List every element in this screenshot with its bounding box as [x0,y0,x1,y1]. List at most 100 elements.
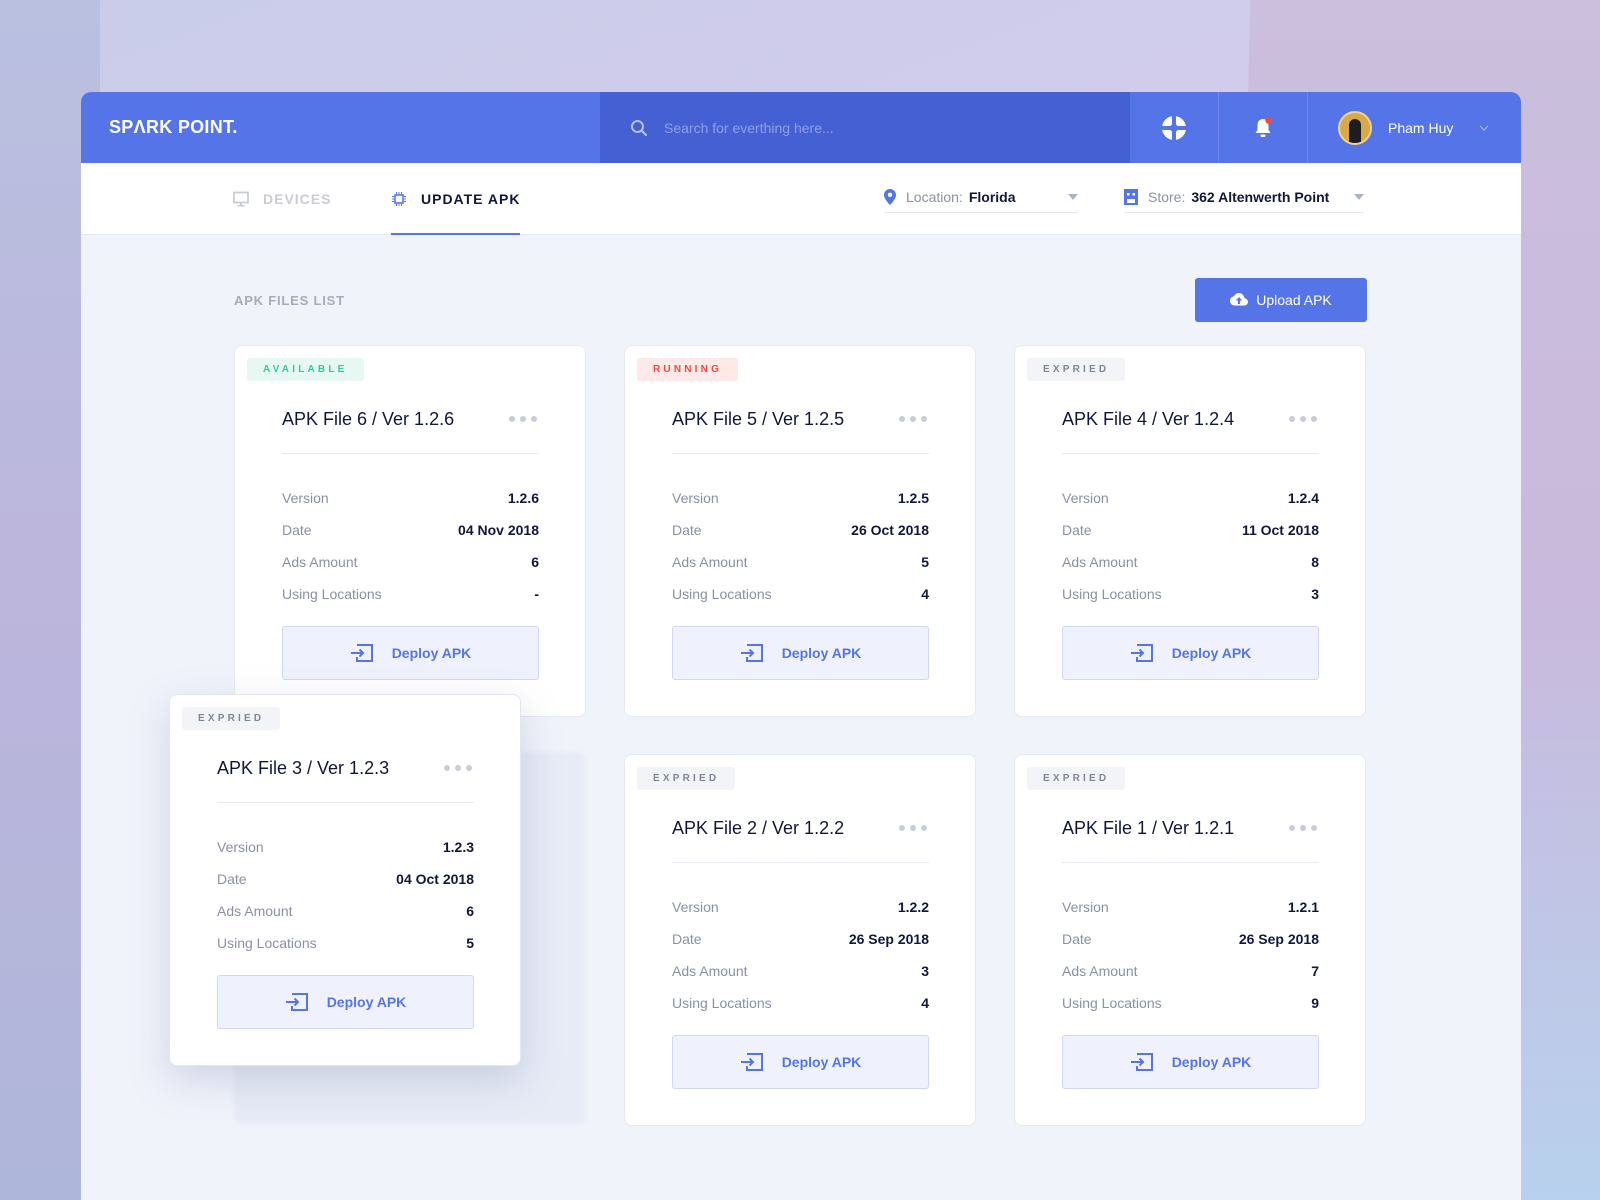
card-title: APK File 1 / Ver 1.2.1 [1062,818,1235,838]
deploy-icon [740,1053,763,1071]
deploy-apk-label: Deploy APK [326,994,407,1010]
version-label: Version [217,839,264,855]
upload-apk-button[interactable]: Upload APK [1195,278,1367,322]
date-label: Date [1062,522,1092,538]
ads-value: 6 [466,903,474,919]
divider [1062,453,1319,454]
status-badge: EXPRIED [182,707,281,730]
notifications-button[interactable] [1219,92,1308,163]
more-options-button[interactable] [899,412,927,426]
more-options-button[interactable] [509,412,537,426]
version-value: 1.2.1 [1287,899,1319,915]
version-value: 1.2.5 [897,490,929,506]
version-row: Version 1.2.1 [1062,891,1319,923]
search-bar [600,92,1130,163]
date-row: Date 04 Nov 2018 [282,514,539,546]
dot-icon [921,416,927,422]
store-label: Store: [1148,188,1186,205]
tab-update-apk[interactable]: UPDATE APK [391,163,521,235]
dot-icon [1289,416,1295,422]
ads-value: 7 [1311,963,1319,979]
store-select[interactable]: Store: 362 Altenwerth Point [1124,181,1364,213]
ads-label: Ads Amount [672,554,748,570]
version-value: 1.2.6 [507,490,539,506]
more-options-button[interactable] [1289,412,1317,426]
help-button[interactable] [1130,92,1219,163]
deploy-icon [740,644,763,662]
ads-row: Ads Amount 5 [672,546,929,578]
cloud-upload-icon [1230,293,1249,306]
deploy-apk-button[interactable]: Deploy APK [282,626,539,680]
ads-value: 6 [531,554,539,570]
monitor-icon [233,191,249,207]
divider [672,453,929,454]
version-value: 1.2.3 [442,839,474,855]
tab-devices[interactable]: DEVICES [233,163,331,235]
more-options-button[interactable] [1289,821,1317,835]
locations-label: Using Locations [672,586,772,602]
card-title: APK File 3 / Ver 1.2.3 [217,758,390,778]
deploy-apk-label: Deploy APK [781,645,862,661]
dot-icon [531,416,537,422]
logo[interactable]: SPΛRK POINT. [109,117,238,137]
status-badge: EXPRIED [1027,358,1126,381]
locations-value: 5 [466,935,474,951]
locations-row: Using Locations 9 [1062,987,1319,1019]
deploy-icon [1130,644,1153,662]
deploy-apk-button[interactable]: Deploy APK [672,626,929,680]
caret-down-icon [1068,193,1078,200]
divider [217,802,474,803]
ads-value: 3 [921,963,929,979]
location-select[interactable]: Location: Florida [884,181,1078,213]
card-title: APK File 2 / Ver 1.2.2 [672,818,845,838]
dot-icon [1300,825,1306,831]
version-label: Version [1062,490,1109,506]
deploy-apk-button[interactable]: Deploy APK [217,975,474,1029]
deploy-apk-button[interactable]: Deploy APK [1062,1035,1319,1089]
store-value: 362 Altenwerth Point [1191,188,1330,205]
dot-icon [1300,416,1306,422]
locations-label: Using Locations [217,935,317,951]
top-bar: SPΛRK POINT. Pham Huy [81,92,1521,163]
status-badge: EXPRIED [637,767,736,790]
date-label: Date [672,522,702,538]
caret-down-icon [1354,193,1364,200]
card-details: Version 1.2.6 Date 04 Nov 2018 Ads Amount 6… [282,482,539,610]
ads-row: Ads Amount 3 [672,955,929,987]
tab-update-apk-label: UPDATE APK [421,191,521,207]
more-options-button[interactable] [444,761,472,775]
date-label: Date [1062,931,1092,947]
date-value: 04 Oct 2018 [396,871,474,887]
locations-row: Using Locations 3 [1062,578,1319,610]
deploy-icon [1130,1053,1153,1071]
date-row: Date 11 Oct 2018 [1062,514,1319,546]
dot-icon [899,825,905,831]
deploy-apk-label: Deploy APK [781,1054,862,1070]
lifebuoy-icon [1161,114,1187,141]
date-label: Date [282,522,312,538]
ads-label: Ads Amount [282,554,358,570]
more-options-button[interactable] [899,821,927,835]
dot-icon [520,416,526,422]
store-icon [1124,188,1138,205]
search-input[interactable] [664,119,1084,136]
date-value: 04 Nov 2018 [458,522,539,538]
search-icon [631,119,648,136]
deploy-apk-button[interactable]: Deploy APK [1062,626,1319,680]
dot-icon [466,765,472,771]
version-row: Version 1.2.3 [217,831,474,863]
card-title: APK File 5 / Ver 1.2.5 [672,409,845,429]
card-details: Version 1.2.2 Date 26 Sep 2018 Ads Amount 3… [672,891,929,1019]
ads-row: Ads Amount 6 [217,895,474,927]
card-details: Version 1.2.1 Date 26 Sep 2018 Ads Amount 7… [1062,891,1319,1019]
locations-value: 4 [921,995,929,1011]
user-menu[interactable]: Pham Huy [1308,92,1521,163]
bell-icon [1255,116,1272,137]
locations-row: Using Locations 4 [672,578,929,610]
locations-label: Using Locations [1062,995,1162,1011]
apk-card-dragging[interactable]: EXPRIED APK File 3 / Ver 1.2.3 Version 1.… [169,694,521,1066]
location-label: Location: [906,188,963,205]
ads-value: 8 [1311,554,1319,570]
card-details: Version 1.2.3 Date 04 Oct 2018 Ads Amount 6… [217,831,474,959]
deploy-apk-button[interactable]: Deploy APK [672,1035,929,1089]
